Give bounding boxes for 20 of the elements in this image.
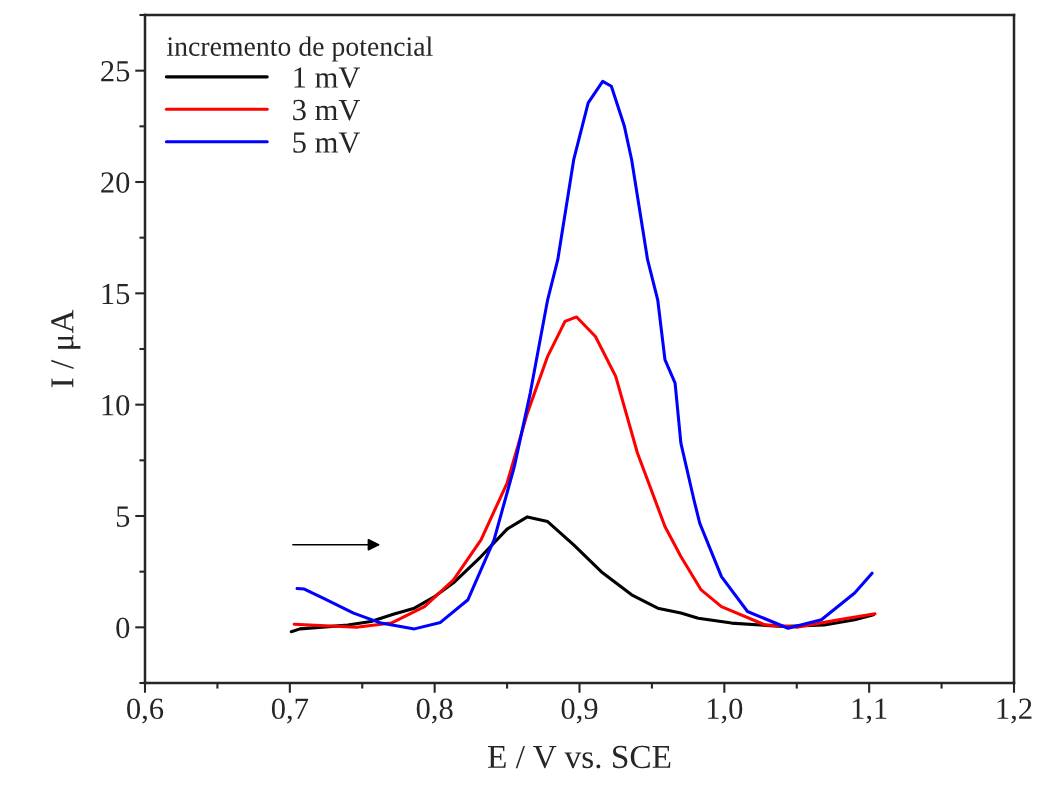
x-tick-label: 1,0: [707, 698, 743, 724]
x-tick-label: 1,2: [997, 698, 1032, 724]
x-tick-label: 0,8: [416, 698, 453, 724]
y-tick-label: 25: [101, 61, 130, 82]
y-axis-title: I / μA: [51, 309, 81, 388]
x-tick-label: 1,1: [852, 698, 887, 724]
y-tick-label: 10: [102, 394, 130, 416]
x-tick-label: 0,7: [271, 698, 309, 724]
x-axis-title: E / V vs. SCE: [487, 745, 671, 769]
y-tick-label: 5: [116, 506, 130, 527]
x-tick-label: 0,9: [561, 698, 598, 724]
y-tick-label: 15: [102, 283, 130, 305]
legend-label: 5 mV: [293, 132, 361, 153]
legend-label: 3 mV: [293, 99, 361, 121]
x-tick-label: 0,6: [127, 698, 164, 724]
line-series: [292, 315, 877, 629]
legend-label: 1 mV: [294, 67, 361, 89]
y-tick-label: 20: [101, 172, 130, 193]
y-tick-label: 0: [116, 617, 130, 639]
legend-title: incremento de potencial: [166, 36, 433, 62]
